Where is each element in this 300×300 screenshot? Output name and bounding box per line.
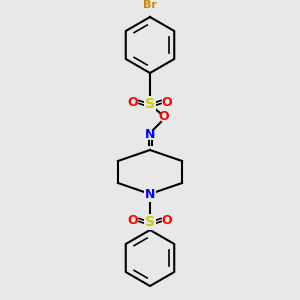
Text: O: O	[159, 110, 169, 124]
Text: O: O	[128, 95, 138, 109]
Text: S: S	[145, 215, 155, 229]
Text: N: N	[145, 188, 155, 200]
Text: N: N	[145, 128, 155, 142]
Text: O: O	[128, 214, 138, 226]
Text: O: O	[162, 95, 172, 109]
Text: O: O	[162, 214, 172, 226]
Text: S: S	[145, 97, 155, 111]
Text: Br: Br	[143, 0, 157, 10]
